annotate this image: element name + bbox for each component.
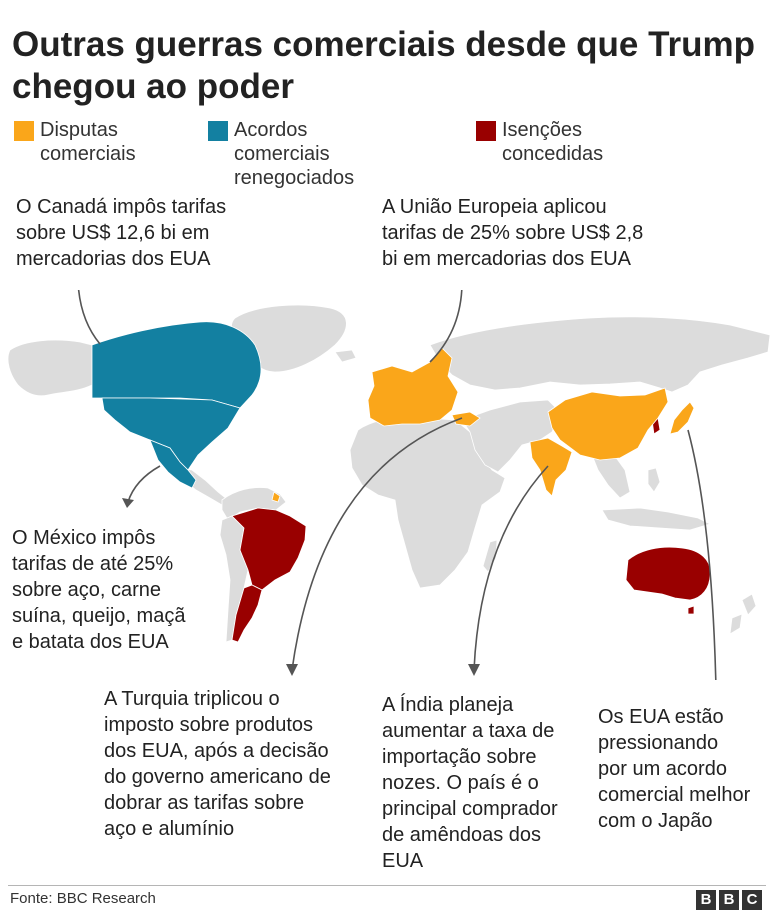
note-japan: Os EUA estão pressionando por um acordo … <box>598 706 751 832</box>
russia <box>429 316 771 393</box>
australia <box>625 546 711 601</box>
land-masses <box>7 304 771 643</box>
bbc-logo-letter: C <box>742 890 762 910</box>
japan <box>669 401 695 435</box>
new-zealand <box>729 593 757 635</box>
french-guiana <box>271 491 281 503</box>
legend-swatch-orange <box>14 121 34 141</box>
note-canada: O Canadá impôs tarifas sobre US$ 12,6 bi… <box>16 196 227 270</box>
note-turkey: A Turquia triplicou o imposto sobre prod… <box>104 688 331 840</box>
china <box>547 387 669 461</box>
footer-divider <box>8 885 766 886</box>
canada <box>91 321 262 409</box>
mexico <box>149 439 197 489</box>
world-map <box>7 290 771 680</box>
turkey <box>451 411 481 427</box>
philippines <box>647 467 661 493</box>
bbc-logo: B B C <box>696 890 762 910</box>
european-union <box>367 347 459 427</box>
bbc-logo-letter: B <box>696 890 716 910</box>
arrowhead-turkey <box>286 664 298 676</box>
legend-swatch-red <box>476 121 496 141</box>
note-mexico: O México impôs tarifas de até 25% sobre … <box>12 527 186 653</box>
source-credit: Fonte: BBC Research <box>10 890 156 907</box>
argentina <box>231 584 263 643</box>
bbc-logo-letter: B <box>719 890 739 910</box>
northern-south-america <box>221 487 287 521</box>
arrowhead-india <box>468 664 480 676</box>
arrow-india <box>473 465 549 671</box>
annotation-arrows <box>77 290 717 680</box>
arrowhead-mexico <box>122 498 134 508</box>
legend-label: Disputas comerciais <box>40 119 136 165</box>
legend-swatch-blue <box>208 121 228 141</box>
brazil <box>231 507 307 591</box>
arrow-turkey <box>291 417 463 671</box>
note-european-union: A União Europeia aplicou tarifas de 25% … <box>382 196 644 270</box>
arrow-eu <box>429 290 463 363</box>
indonesia <box>601 507 712 531</box>
renegotiated-agreements-countries <box>91 321 262 489</box>
legend-label: Isenções concedidas <box>502 119 604 165</box>
exemptions-countries <box>231 417 711 643</box>
alaska <box>7 339 93 397</box>
arrow-canada <box>77 290 101 345</box>
arrow-mexico <box>127 465 161 503</box>
note-india: A Índia planeja aumentar a taxa de impor… <box>382 694 558 872</box>
trade-disputes-countries <box>271 347 695 503</box>
arrow-japan <box>687 429 717 680</box>
india <box>529 437 573 497</box>
iceland <box>334 349 357 363</box>
legend-label: Acordos comerciais renegociados <box>234 119 355 189</box>
tasmania <box>687 605 695 615</box>
chart-title: Outras guerras comerciais desde que Trum… <box>12 25 756 106</box>
